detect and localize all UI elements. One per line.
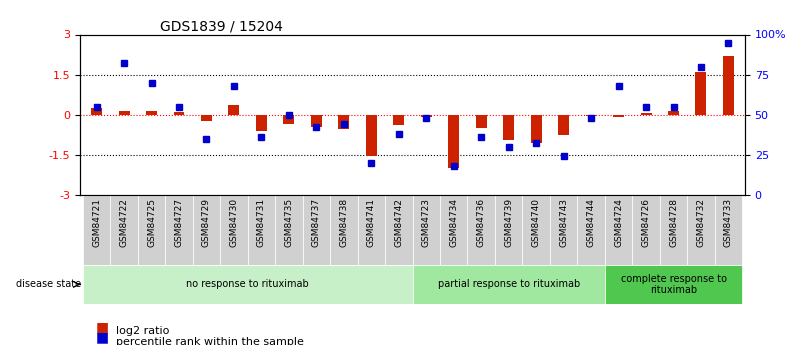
- FancyBboxPatch shape: [632, 195, 660, 265]
- Text: no response to rituximab: no response to rituximab: [187, 279, 309, 289]
- FancyBboxPatch shape: [605, 195, 632, 265]
- Bar: [256, 115, 267, 131]
- Text: GSM84741: GSM84741: [367, 198, 376, 247]
- Text: GSM84724: GSM84724: [614, 198, 623, 247]
- Bar: [393, 115, 405, 125]
- Bar: [91, 108, 102, 115]
- Text: GSM84725: GSM84725: [147, 198, 156, 247]
- FancyBboxPatch shape: [468, 195, 495, 265]
- FancyBboxPatch shape: [330, 195, 357, 265]
- Text: GSM84723: GSM84723: [422, 198, 431, 247]
- Text: GSM84737: GSM84737: [312, 198, 321, 247]
- Bar: [146, 111, 157, 115]
- Text: GSM84731: GSM84731: [257, 198, 266, 247]
- FancyBboxPatch shape: [303, 195, 330, 265]
- Text: GSM84734: GSM84734: [449, 198, 458, 247]
- Bar: [201, 115, 212, 121]
- FancyBboxPatch shape: [248, 195, 276, 265]
- Bar: [476, 115, 487, 128]
- Text: partial response to rituximab: partial response to rituximab: [437, 279, 580, 289]
- Bar: [668, 111, 679, 115]
- Bar: [641, 113, 651, 115]
- Bar: [119, 111, 130, 115]
- FancyBboxPatch shape: [193, 195, 220, 265]
- FancyBboxPatch shape: [522, 195, 549, 265]
- FancyBboxPatch shape: [138, 195, 165, 265]
- Bar: [228, 105, 239, 115]
- FancyBboxPatch shape: [413, 265, 605, 304]
- FancyBboxPatch shape: [111, 195, 138, 265]
- Text: GSM84735: GSM84735: [284, 198, 293, 247]
- Text: GSM84722: GSM84722: [119, 198, 128, 247]
- FancyBboxPatch shape: [549, 195, 578, 265]
- Text: GSM84730: GSM84730: [229, 198, 239, 247]
- FancyBboxPatch shape: [165, 195, 193, 265]
- Bar: [530, 115, 541, 142]
- FancyBboxPatch shape: [357, 195, 385, 265]
- Text: GSM84743: GSM84743: [559, 198, 568, 247]
- Bar: [338, 115, 349, 129]
- Bar: [586, 115, 597, 116]
- FancyBboxPatch shape: [495, 195, 522, 265]
- Text: GDS1839 / 15204: GDS1839 / 15204: [160, 19, 283, 33]
- Bar: [174, 112, 184, 115]
- FancyBboxPatch shape: [687, 195, 714, 265]
- FancyBboxPatch shape: [578, 195, 605, 265]
- Bar: [311, 115, 322, 127]
- FancyBboxPatch shape: [714, 195, 743, 265]
- Text: GSM84721: GSM84721: [92, 198, 101, 247]
- Text: ■: ■: [96, 331, 109, 345]
- Text: GSM84740: GSM84740: [532, 198, 541, 247]
- FancyBboxPatch shape: [83, 265, 413, 304]
- Text: GSM84739: GSM84739: [504, 198, 513, 247]
- Text: ■: ■: [96, 320, 109, 334]
- Bar: [284, 115, 295, 124]
- Text: GSM84742: GSM84742: [394, 198, 403, 247]
- Text: percentile rank within the sample: percentile rank within the sample: [116, 337, 304, 345]
- FancyBboxPatch shape: [385, 195, 413, 265]
- Bar: [613, 115, 624, 117]
- FancyBboxPatch shape: [605, 265, 743, 304]
- Bar: [366, 115, 376, 156]
- Text: disease state: disease state: [15, 279, 81, 289]
- FancyBboxPatch shape: [440, 195, 468, 265]
- Text: log2 ratio: log2 ratio: [116, 326, 170, 336]
- Text: GSM84744: GSM84744: [586, 198, 596, 247]
- FancyBboxPatch shape: [220, 195, 248, 265]
- Text: GSM84728: GSM84728: [669, 198, 678, 247]
- FancyBboxPatch shape: [660, 195, 687, 265]
- Text: complete response to
rituximab: complete response to rituximab: [621, 274, 727, 295]
- Text: GSM84727: GSM84727: [175, 198, 183, 247]
- Text: GSM84736: GSM84736: [477, 198, 485, 247]
- Text: GSM84733: GSM84733: [724, 198, 733, 247]
- Text: GSM84732: GSM84732: [697, 198, 706, 247]
- Text: GSM84738: GSM84738: [340, 198, 348, 247]
- Bar: [503, 115, 514, 140]
- Text: GSM84729: GSM84729: [202, 198, 211, 247]
- FancyBboxPatch shape: [413, 195, 440, 265]
- Bar: [558, 115, 569, 135]
- Bar: [449, 115, 459, 168]
- FancyBboxPatch shape: [83, 195, 111, 265]
- Bar: [421, 115, 432, 117]
- Bar: [695, 72, 706, 115]
- FancyBboxPatch shape: [276, 195, 303, 265]
- Bar: [723, 56, 734, 115]
- Text: GSM84726: GSM84726: [642, 198, 650, 247]
